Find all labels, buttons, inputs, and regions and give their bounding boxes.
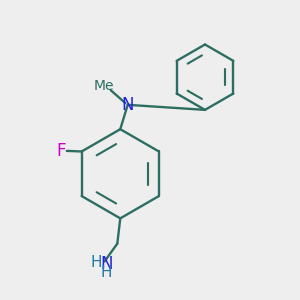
Text: F: F <box>57 142 66 160</box>
Text: N: N <box>100 255 112 273</box>
Text: Me: Me <box>94 79 114 92</box>
Text: N: N <box>122 96 134 114</box>
Text: H: H <box>91 255 102 270</box>
Text: H: H <box>100 265 112 280</box>
